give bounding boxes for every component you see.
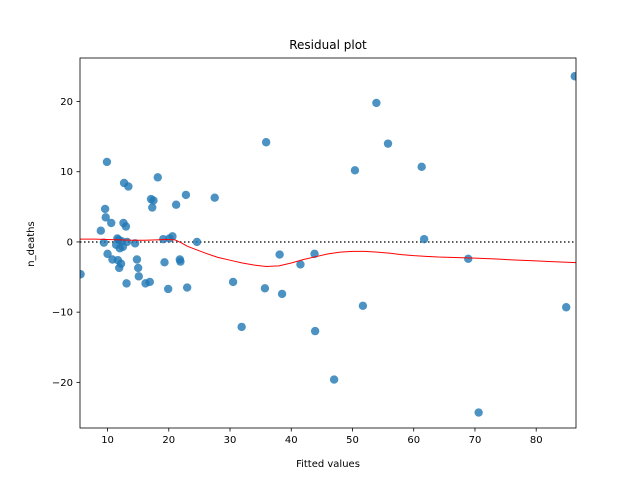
data-point (350, 166, 360, 175)
x-tick-label: 50 (346, 435, 359, 446)
data-point (163, 284, 173, 294)
data-point (171, 200, 181, 209)
data-point (417, 162, 426, 172)
y-tick-label: −20 (52, 378, 73, 389)
data-point (260, 284, 270, 293)
data-point (102, 157, 112, 167)
data-point (181, 190, 191, 200)
data-point (419, 234, 429, 244)
x-axis-ticks: 10 20 30 40 50 60 70 80 (101, 428, 543, 446)
data-point (464, 254, 473, 263)
data-point (210, 193, 219, 202)
data-point (132, 255, 142, 264)
y-tick-label: −10 (52, 308, 73, 319)
data-point (80, 270, 85, 279)
data-point (570, 72, 576, 81)
data-point (122, 237, 132, 247)
data-point (296, 260, 305, 269)
data-point (121, 222, 131, 231)
data-point (153, 173, 162, 182)
x-tick-label: 60 (407, 435, 420, 446)
data-point (383, 139, 393, 148)
data-point (329, 375, 339, 384)
data-point (176, 257, 185, 266)
data-point (474, 408, 483, 417)
x-tick-label: 20 (162, 435, 175, 446)
plot-frame (79, 57, 577, 429)
data-point (168, 232, 177, 241)
x-tick-label: 70 (469, 435, 482, 446)
data-point (261, 138, 271, 147)
data-point (372, 98, 381, 108)
y-axis-label: n_deaths (26, 221, 37, 266)
y-tick-label: 20 (60, 97, 73, 108)
lowess-smoother-line (80, 238, 576, 268)
data-point (130, 239, 140, 248)
data-point (182, 283, 192, 292)
data-point (358, 301, 368, 311)
data-point (310, 326, 320, 336)
data-point (562, 303, 571, 312)
data-point (160, 258, 169, 267)
y-axis-ticks: −20 −10 0 10 20 (52, 97, 80, 389)
data-point (228, 277, 238, 287)
x-tick-label: 10 (101, 435, 114, 446)
data-point (107, 218, 116, 228)
data-point (134, 272, 143, 281)
data-point (122, 279, 131, 288)
data-point (275, 250, 284, 259)
data-point (99, 238, 109, 247)
data-point (116, 259, 126, 268)
data-point (133, 263, 143, 273)
data-point (149, 196, 158, 205)
data-point (145, 277, 155, 287)
data-point (192, 237, 202, 247)
chart-title: Residual plot (289, 38, 367, 52)
data-point (124, 182, 133, 191)
y-tick-label: 0 (67, 237, 73, 248)
data-point (148, 203, 157, 212)
data-point (237, 322, 246, 332)
x-tick-label: 80 (530, 435, 543, 446)
lowess-smoother-group (80, 238, 576, 268)
x-axis-label: Fitted values (296, 459, 360, 470)
data-point (277, 289, 287, 299)
scatter-points (80, 72, 576, 417)
data-point (96, 226, 106, 235)
x-tick-label: 30 (224, 435, 237, 446)
data-point (103, 249, 112, 259)
plot-area (80, 58, 576, 428)
y-tick-label: 10 (60, 167, 73, 178)
x-tick-label: 40 (285, 435, 298, 446)
data-point (101, 213, 110, 222)
data-point (100, 204, 110, 214)
